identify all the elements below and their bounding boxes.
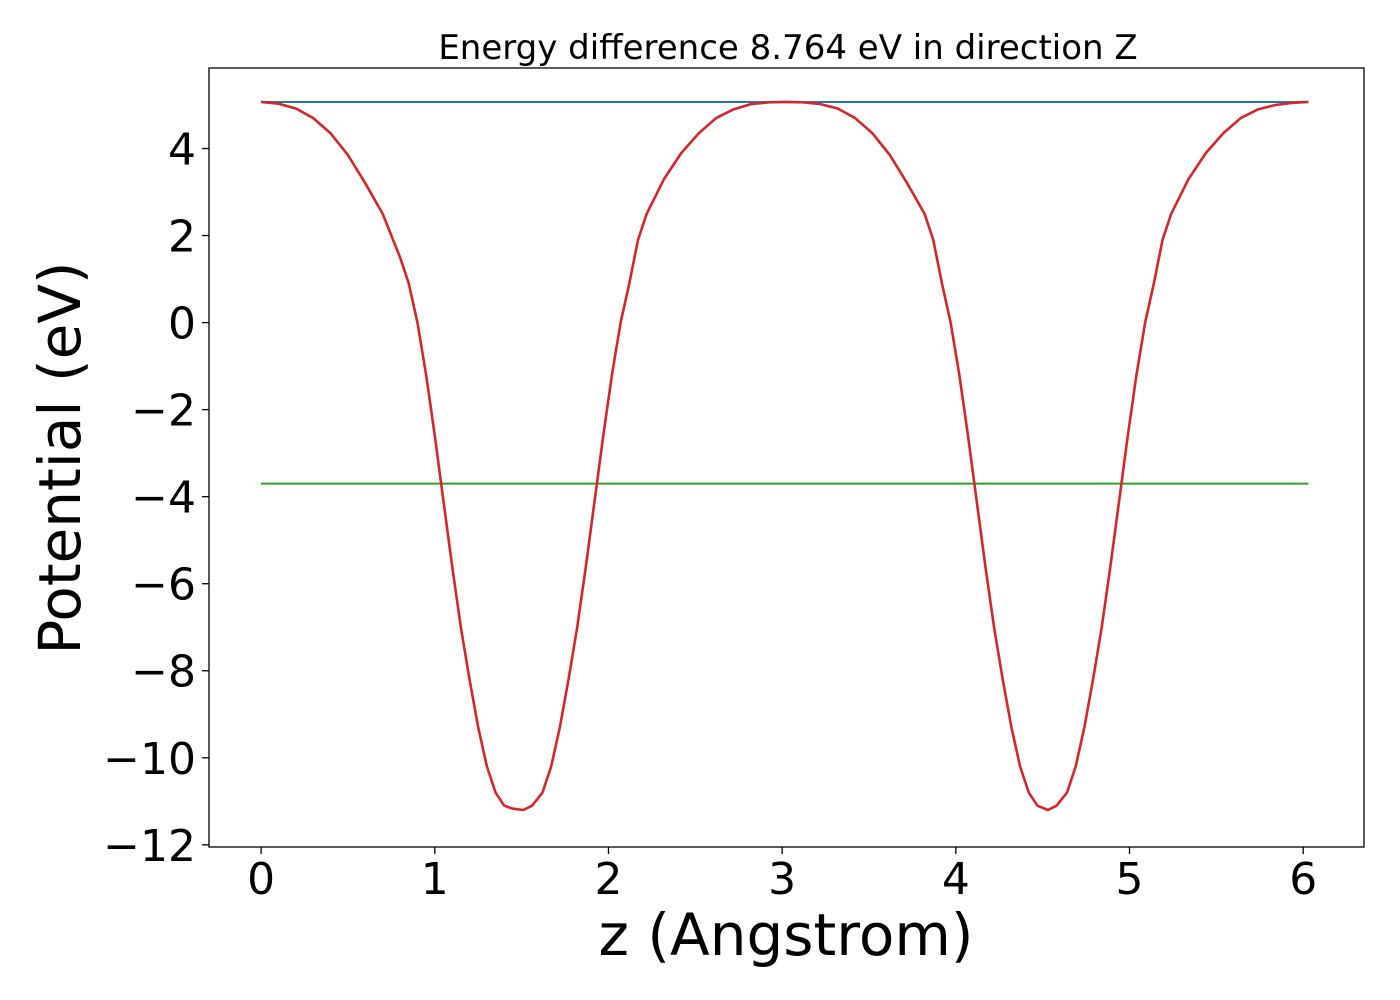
series-line-3	[260, 100, 1309, 812]
x-tick-label: 1	[421, 854, 449, 905]
x-tick-label: 6	[1289, 854, 1317, 905]
y-tick-label: −4	[131, 473, 196, 524]
y-tick-label: −8	[131, 647, 196, 698]
x-tick-label: 0	[247, 854, 275, 905]
x-tick-label: 5	[1116, 854, 1144, 905]
x-tick-label: 2	[594, 854, 622, 905]
series-lines	[260, 100, 1309, 812]
x-tick-label: 4	[942, 854, 970, 905]
plot-frame	[208, 67, 1365, 848]
y-tick-label: 0	[168, 299, 196, 350]
y-tick-label: −12	[103, 821, 196, 872]
y-tick-label: 4	[168, 125, 196, 176]
y-axis-label: Potential (eV)	[26, 261, 94, 654]
y-tick-label: 2	[168, 212, 196, 263]
plot-area	[208, 67, 1365, 848]
x-tick-label: 3	[768, 854, 796, 905]
y-tick-label: −2	[131, 386, 196, 437]
x-axis-label: z (Angstrom)	[599, 901, 974, 969]
tick-layer: 0 1 2 3 4 5 6 4 2 0 −2 −4 −6 −8 −10 −12	[103, 125, 1317, 905]
y-tick-label: −10	[103, 734, 196, 785]
y-tick-label: −6	[131, 560, 196, 611]
chart-title: Energy difference 8.764 eV in direction …	[438, 28, 1137, 68]
